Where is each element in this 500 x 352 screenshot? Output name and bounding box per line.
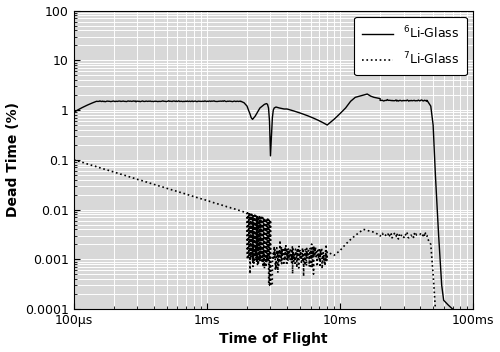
$^{6}$Li-Glass [424,99,430,103]
$^{6}$Li-Glass [163,100,169,104]
$^{7}$Li-Glass [272,249,278,253]
$^{6}$Li-Glass [156,99,162,103]
$^{6}$Li-Glass [450,307,456,311]
X-axis label: Time of Flight: Time of Flight [219,332,328,346]
$^{6}$Li-Glass [113,99,119,103]
$^{6}$Li-Glass [108,99,114,103]
Line: $^{7}$Li-Glass: $^{7}$Li-Glass [74,160,452,352]
Y-axis label: Dead Time (%): Dead Time (%) [6,102,20,217]
$^{7}$Li-Glass [153,183,159,187]
$^{6}$Li-Glass [71,110,77,114]
$^{7}$Li-Glass [218,203,224,207]
$^{7}$Li-Glass [310,253,316,258]
$^{6}$Li-Glass [364,92,370,96]
Legend: $^{6}$Li-Glass, $^{7}$Li-Glass: $^{6}$Li-Glass, $^{7}$Li-Glass [354,17,467,75]
$^{7}$Li-Glass [392,233,398,238]
$^{6}$Li-Glass [410,98,416,102]
$^{7}$Li-Glass [71,158,77,162]
$^{7}$Li-Glass [398,235,404,239]
Line: $^{6}$Li-Glass: $^{6}$Li-Glass [74,94,452,309]
